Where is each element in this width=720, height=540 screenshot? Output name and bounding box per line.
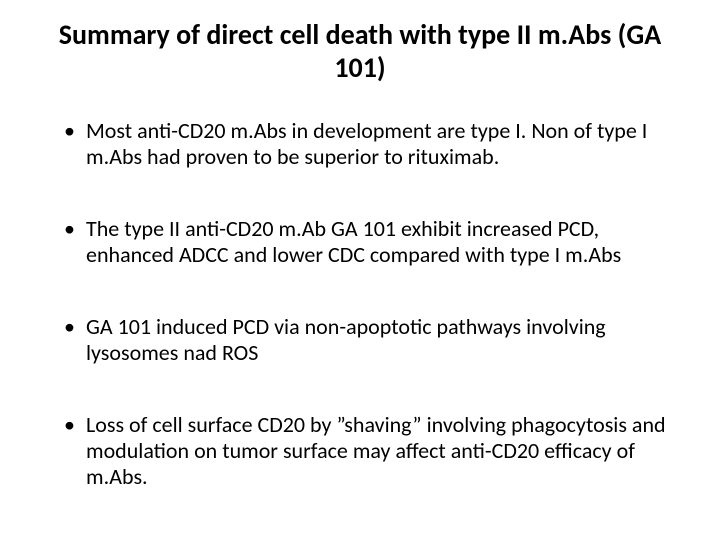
bullet-list: Most anti-CD20 m.Abs in development are … <box>40 118 680 490</box>
slide: Summary of direct cell death with type I… <box>0 0 720 540</box>
bullet-item: GA 101 induced PCD via non-apoptotic pat… <box>64 314 680 366</box>
bullet-item: Loss of cell surface CD20 by ”shaving” i… <box>64 412 680 490</box>
bullet-item: The type II anti-CD20 m.Ab GA 101 exhibi… <box>64 216 680 268</box>
bullet-item: Most anti-CD20 m.Abs in development are … <box>64 118 680 170</box>
slide-title: Summary of direct cell death with type I… <box>40 18 680 84</box>
